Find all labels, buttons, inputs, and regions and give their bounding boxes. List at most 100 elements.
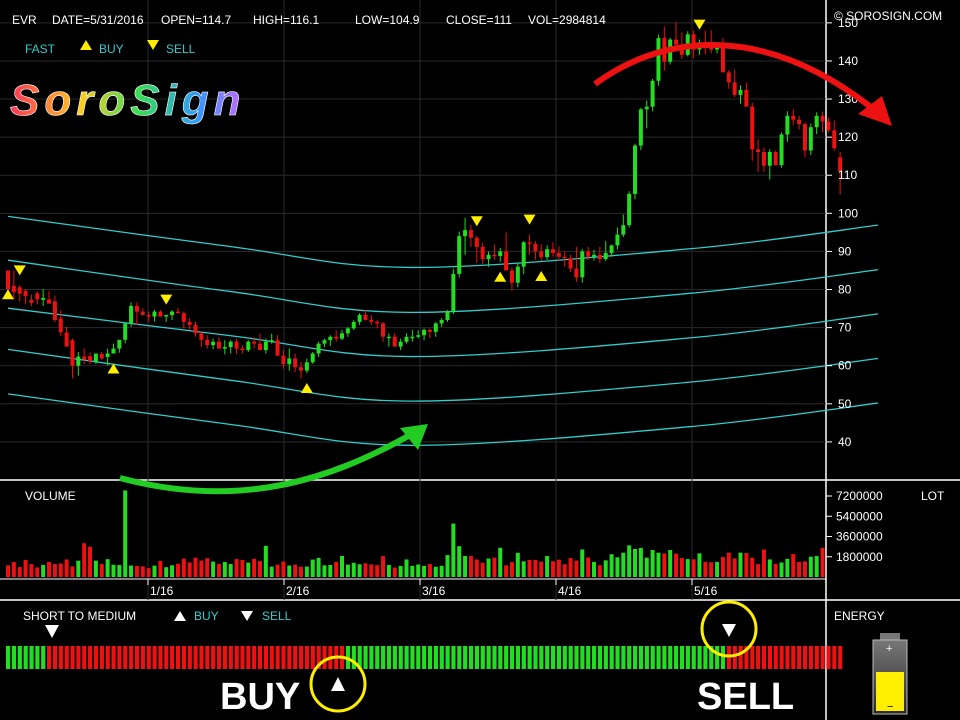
volume-bar: [445, 555, 450, 577]
candle-body: [609, 245, 614, 253]
short-strip-bar: [76, 646, 81, 669]
volume-bar: [345, 564, 350, 577]
buy-callout-triangle-icon: [331, 677, 345, 691]
candle-body: [123, 323, 128, 340]
short-strip-bar: [140, 646, 145, 669]
volume-bar: [416, 564, 421, 577]
short-strip-bar: [105, 646, 110, 669]
volume-bar: [720, 557, 725, 577]
volume-panel-title: VOLUME: [25, 489, 76, 503]
short-strip-bar: [627, 646, 632, 669]
volume-axis: 7200000 5400000 3600000 1800000: [826, 489, 883, 564]
short-strip-bar: [838, 646, 843, 669]
battery-plus-icon: +: [886, 643, 892, 655]
short-strip-bar: [644, 646, 649, 669]
high-label: HIGH=116.1: [253, 13, 319, 27]
volume-bar: [785, 558, 790, 577]
volume-bar: [439, 565, 444, 577]
candle-body: [433, 323, 438, 332]
volume-bar: [709, 562, 714, 577]
short-strip-bar: [152, 646, 157, 669]
volume-bar: [808, 556, 813, 577]
short-strip-bar: [750, 646, 755, 669]
sell-signal-marker: [693, 19, 706, 30]
legend-buy: BUY: [99, 42, 124, 56]
short-strip-bar: [586, 646, 591, 669]
legend-fast: FAST: [25, 42, 56, 56]
short-strip-bar: [11, 646, 17, 669]
candle-body: [527, 242, 532, 244]
short-strip-bar: [70, 646, 75, 669]
volume-bar: [427, 564, 432, 577]
candle-body: [738, 89, 743, 95]
volume-bar: [761, 549, 766, 577]
short-strip-bar: [791, 646, 796, 669]
candle-body: [328, 336, 333, 341]
date-tick-label: 4/16: [558, 584, 582, 598]
short-panel-sell: SELL: [262, 609, 292, 623]
buy-triangle-icon: [80, 40, 92, 50]
short-strip-bar: [685, 646, 690, 669]
volume-bar: [674, 553, 679, 577]
volume-bar: [351, 562, 356, 577]
candle-body: [744, 89, 749, 107]
candle-body: [240, 348, 245, 351]
volume-bar: [375, 565, 380, 577]
candle-body: [369, 320, 374, 322]
volume-bar: [6, 565, 10, 577]
short-strip-bar: [556, 646, 562, 669]
volume-bar: [750, 557, 755, 577]
candle-body: [545, 249, 550, 258]
short-strip-bar: [715, 646, 720, 669]
short-strip-bar: [480, 646, 485, 669]
volume-bar: [187, 562, 192, 577]
short-strip-bar: [205, 646, 210, 669]
channel-line: [7, 307, 879, 358]
short-to-medium-strip: [6, 646, 843, 669]
volume-bar: [592, 561, 596, 577]
candle-body: [568, 258, 573, 269]
volume-bar: [175, 563, 180, 577]
short-strip-bar: [679, 646, 685, 669]
short-strip-bar: [463, 646, 468, 669]
candle-body: [633, 145, 638, 194]
volume-bar: [738, 552, 743, 577]
candle-body: [216, 341, 221, 349]
volume-bar: [222, 562, 227, 577]
volume-bar: [199, 560, 204, 577]
short-strip-bar: [597, 646, 603, 669]
candle-body: [644, 106, 649, 110]
short-strip-bar: [609, 646, 614, 669]
volume-tick-label: 5400000: [836, 509, 883, 523]
short-strip-bar: [521, 646, 526, 669]
candle-body: [785, 115, 790, 135]
candle-body: [363, 315, 368, 320]
volume-bar: [615, 557, 620, 577]
volume-bar: [140, 566, 145, 577]
price-tick-label: 80: [838, 283, 852, 297]
short-strip-bar: [246, 646, 251, 669]
short-strip-bar: [802, 646, 808, 669]
volume-bar: [609, 554, 614, 577]
short-strip-bar: [287, 646, 292, 669]
volume-bar: [386, 564, 391, 577]
candle-body: [47, 299, 52, 304]
volume-bar: [293, 564, 298, 577]
candle-body: [375, 321, 380, 324]
buy-signal-marker: [494, 271, 507, 282]
candle-body: [23, 291, 28, 296]
candle-body: [422, 329, 427, 336]
candle-body: [111, 348, 116, 354]
candle-body: [838, 157, 843, 172]
fast-channel-lines: [7, 215, 879, 446]
short-strip-bar: [263, 646, 269, 669]
candle-body: [64, 332, 69, 347]
volume-bar: [334, 561, 339, 577]
short-strip-bar: [580, 646, 585, 669]
short-strip-bar: [269, 646, 274, 669]
short-strip-bar: [211, 646, 216, 669]
short-strip-bar: [158, 646, 163, 669]
candle-body: [761, 152, 766, 166]
candle-body: [615, 234, 620, 246]
price-tick-label: 150: [838, 16, 858, 30]
